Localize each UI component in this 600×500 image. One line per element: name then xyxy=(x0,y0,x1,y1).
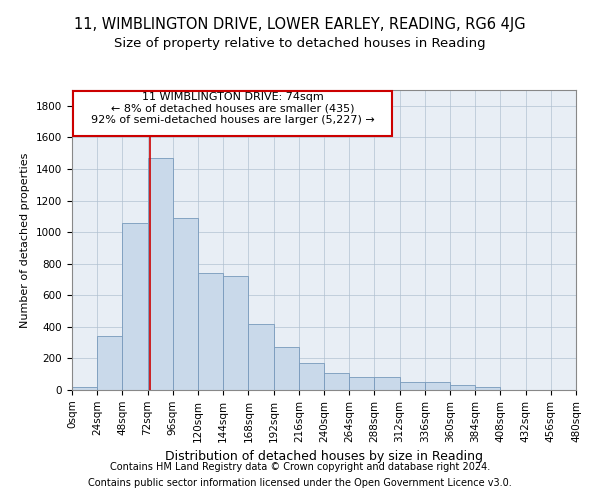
Bar xyxy=(274,348,299,390)
Bar xyxy=(73,91,392,136)
Y-axis label: Number of detached properties: Number of detached properties xyxy=(20,152,31,328)
Bar xyxy=(173,218,198,390)
Bar xyxy=(198,273,223,390)
Bar xyxy=(400,382,425,390)
Bar xyxy=(72,387,97,390)
Bar xyxy=(349,378,374,390)
Text: ← 8% of detached houses are smaller (435): ← 8% of detached houses are smaller (435… xyxy=(111,103,355,113)
Bar xyxy=(374,378,400,390)
Bar xyxy=(97,336,122,390)
Text: Size of property relative to detached houses in Reading: Size of property relative to detached ho… xyxy=(114,38,486,51)
Text: Contains public sector information licensed under the Open Government Licence v3: Contains public sector information licen… xyxy=(88,478,512,488)
Bar xyxy=(223,276,248,390)
Text: 11, WIMBLINGTON DRIVE, LOWER EARLEY, READING, RG6 4JG: 11, WIMBLINGTON DRIVE, LOWER EARLEY, REA… xyxy=(74,18,526,32)
Bar xyxy=(425,382,450,390)
Bar xyxy=(248,324,274,390)
Text: Contains HM Land Registry data © Crown copyright and database right 2024.: Contains HM Land Registry data © Crown c… xyxy=(110,462,490,472)
Text: 11 WIMBLINGTON DRIVE: 74sqm: 11 WIMBLINGTON DRIVE: 74sqm xyxy=(142,92,323,102)
Bar xyxy=(148,158,173,390)
Bar xyxy=(475,387,500,390)
Bar xyxy=(324,372,349,390)
Bar xyxy=(122,222,148,390)
Bar xyxy=(299,363,324,390)
Text: 92% of semi-detached houses are larger (5,227) →: 92% of semi-detached houses are larger (… xyxy=(91,115,374,125)
X-axis label: Distribution of detached houses by size in Reading: Distribution of detached houses by size … xyxy=(165,450,483,463)
Bar xyxy=(450,386,475,390)
